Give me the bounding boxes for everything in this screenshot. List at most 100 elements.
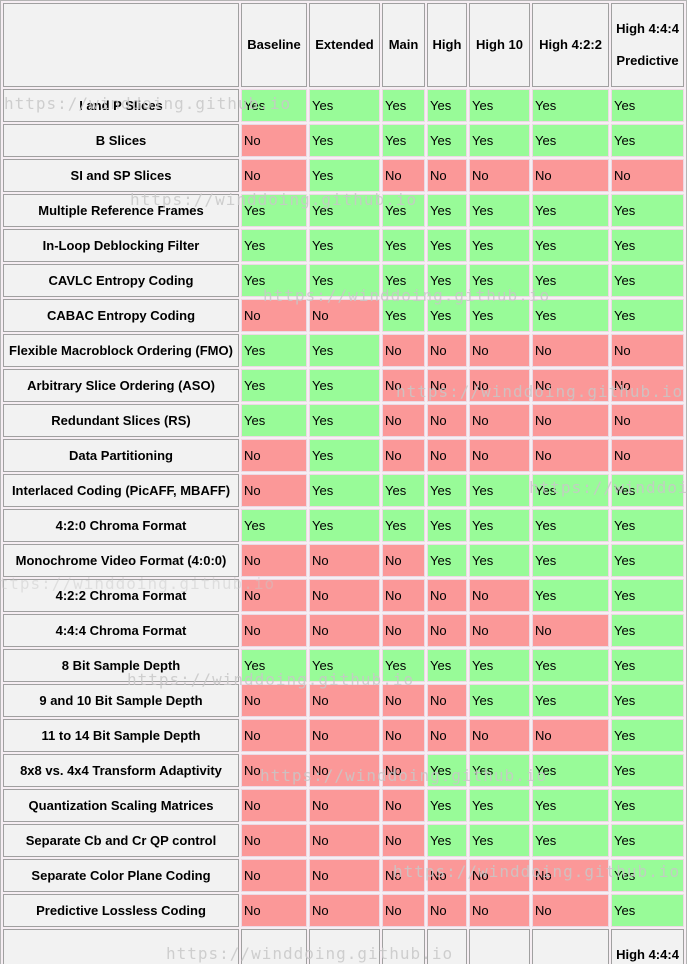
value-cell: No	[309, 859, 380, 892]
table-row: Interlaced Coding (PicAFF, MBAFF) No Yes Ye…	[3, 474, 684, 507]
table-row: Quantization Scaling Matrices No No No Yes Ye…	[3, 789, 684, 822]
value-cell: Yes	[427, 824, 467, 857]
value-cell: No	[611, 159, 684, 192]
value-cell: Yes	[469, 789, 530, 822]
table-row: Flexible Macroblock Ordering (FMO) Yes Yes…	[3, 334, 684, 367]
value-cell: Yes	[532, 194, 609, 227]
value-cell: No	[532, 439, 609, 472]
table-row: 9 and 10 Bit Sample Depth No No No No Yes Yes Y…	[3, 684, 684, 717]
column-header-baseline: Baseline	[241, 3, 307, 87]
column-header-high: High	[427, 929, 467, 964]
feature-label: Predictive Lossless Coding	[3, 894, 239, 927]
value-cell: No	[427, 369, 467, 402]
value-cell: Yes	[241, 509, 307, 542]
value-cell: No	[427, 719, 467, 752]
value-cell: No	[382, 859, 425, 892]
feature-label: Monochrome Video Format (4:0:0)	[3, 544, 239, 577]
table-row: In-Loop Deblocking Filter Yes Yes Yes Yes Yes…	[3, 229, 684, 262]
value-cell: No	[382, 544, 425, 577]
value-cell: No	[382, 684, 425, 717]
value-cell: Yes	[611, 264, 684, 297]
table-row: 4:2:0 Chroma Format Yes Yes Yes Yes Yes Yes Yes	[3, 509, 684, 542]
value-cell: Yes	[469, 649, 530, 682]
value-cell: No	[309, 579, 380, 612]
value-cell: Yes	[532, 789, 609, 822]
value-cell: No	[241, 124, 307, 157]
value-cell: Yes	[427, 544, 467, 577]
column-header-baseline: Baseline	[241, 929, 307, 964]
value-cell: Yes	[469, 754, 530, 787]
feature-label: Quantization Scaling Matrices	[3, 789, 239, 822]
value-cell: No	[427, 614, 467, 647]
value-cell: Yes	[427, 264, 467, 297]
value-cell: Yes	[241, 264, 307, 297]
value-cell: Yes	[241, 649, 307, 682]
value-cell: Yes	[309, 194, 380, 227]
table-row: CABAC Entropy Coding No No Yes Yes Yes Yes Yes	[3, 299, 684, 332]
value-cell: Yes	[469, 684, 530, 717]
feature-label: 4:2:0 Chroma Format	[3, 509, 239, 542]
value-cell: No	[427, 159, 467, 192]
value-cell: Yes	[469, 824, 530, 857]
column-header-main: Main	[382, 929, 425, 964]
value-cell: Yes	[611, 124, 684, 157]
value-cell: Yes	[532, 579, 609, 612]
value-cell: No	[309, 614, 380, 647]
table-row: CAVLC Entropy Coding Yes Yes Yes Yes Yes Yes Ye…	[3, 264, 684, 297]
value-cell: No	[427, 894, 467, 927]
value-cell: Yes	[532, 544, 609, 577]
value-cell: Yes	[532, 229, 609, 262]
value-cell: No	[382, 369, 425, 402]
column-header-main: Main	[382, 3, 425, 87]
value-cell: Yes	[382, 194, 425, 227]
value-cell: No	[382, 404, 425, 437]
value-cell: No	[309, 719, 380, 752]
feature-label: CABAC Entropy Coding	[3, 299, 239, 332]
top-header-row: Baseline Extended Main High High 10 High 4:2:…	[3, 3, 684, 87]
value-cell: Yes	[611, 229, 684, 262]
value-cell: No	[382, 894, 425, 927]
table-row: Monochrome Video Format (4:0:0) No No No Yes…	[3, 544, 684, 577]
table-row: 4:2:2 Chroma Format No No No No No Yes Yes	[3, 579, 684, 612]
value-cell: No	[427, 334, 467, 367]
value-cell: Yes	[427, 299, 467, 332]
value-cell: No	[309, 754, 380, 787]
value-cell: No	[532, 404, 609, 437]
value-cell: Yes	[382, 509, 425, 542]
value-cell: Yes	[611, 859, 684, 892]
feature-label: Separate Cb and Cr QP control	[3, 824, 239, 857]
value-cell: No	[241, 579, 307, 612]
feature-label: 8x8 vs. 4x4 Transform Adaptivity	[3, 754, 239, 787]
value-cell: Yes	[241, 89, 307, 122]
value-cell: No	[611, 334, 684, 367]
value-cell: No	[469, 614, 530, 647]
value-cell: Yes	[532, 684, 609, 717]
feature-label: B Slices	[3, 124, 239, 157]
value-cell: No	[469, 439, 530, 472]
value-cell: No	[382, 614, 425, 647]
feature-label: 8 Bit Sample Depth	[3, 649, 239, 682]
value-cell: Yes	[532, 474, 609, 507]
value-cell: Yes	[241, 334, 307, 367]
value-cell: No	[382, 159, 425, 192]
value-cell: No	[611, 369, 684, 402]
value-cell: No	[427, 859, 467, 892]
value-cell: Yes	[611, 194, 684, 227]
value-cell: Yes	[611, 789, 684, 822]
value-cell: No	[469, 719, 530, 752]
feature-label: SI and SP Slices	[3, 159, 239, 192]
value-cell: Yes	[611, 719, 684, 752]
value-cell: Yes	[469, 299, 530, 332]
value-cell: No	[427, 579, 467, 612]
value-cell: No	[532, 859, 609, 892]
value-cell: No	[469, 159, 530, 192]
value-cell: No	[382, 439, 425, 472]
value-cell: Yes	[309, 229, 380, 262]
value-cell: Yes	[309, 124, 380, 157]
value-cell: No	[309, 894, 380, 927]
value-cell: No	[611, 439, 684, 472]
value-cell: No	[427, 684, 467, 717]
value-cell: No	[532, 614, 609, 647]
